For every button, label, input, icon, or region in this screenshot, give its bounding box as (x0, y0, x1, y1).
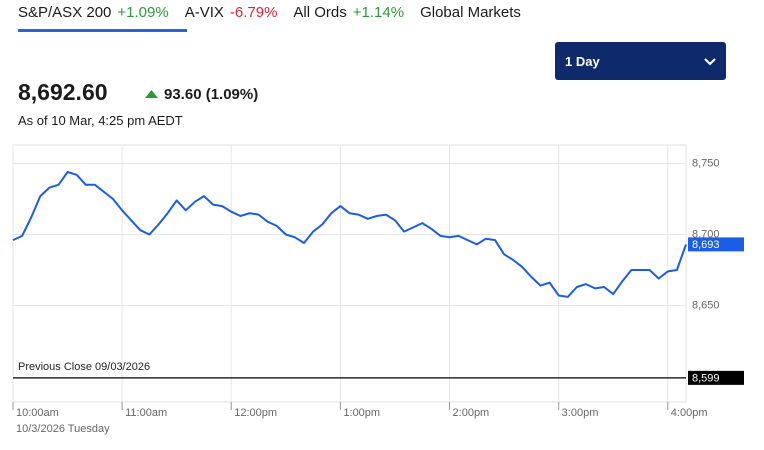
x-tick-label: 1:00pm (343, 407, 380, 419)
range-dropdown[interactable]: 1 Day (555, 42, 726, 80)
tab[interactable]: S&P/ASX 200 (18, 4, 112, 21)
range-label: 1 Day (565, 54, 600, 69)
y-tick-label: 8,650 (692, 299, 720, 311)
y-tick-label: 8,700 (692, 228, 720, 240)
x-tick-label: 10:00am (16, 407, 59, 419)
as-of: As of 10 Mar, 4:25 pm AEDT (18, 113, 183, 128)
x-tick-label: 12:00pm (234, 407, 277, 419)
previous-close-text: Previous Close 09/03/2026 (18, 361, 150, 373)
tab[interactable]: A-VIX (184, 4, 224, 21)
previous-close-badge (688, 370, 744, 385)
change-text: 93.60 (1.09%) (164, 86, 259, 103)
y-tick-label: 8,750 (692, 157, 720, 169)
tab[interactable]: Global Markets (420, 4, 521, 21)
up-arrow (145, 90, 158, 98)
price-line (12, 171, 687, 298)
date-label: 10/3/2026 Tuesday (16, 423, 110, 435)
tab-change[interactable]: +1.09% (117, 4, 169, 21)
active-tab-underline (18, 29, 187, 32)
x-tick-label: 4:00pm (671, 407, 708, 419)
x-tick-label: 3:00pm (562, 407, 599, 419)
chevron (704, 58, 716, 66)
previous-close-label: 8,599 (692, 372, 720, 384)
price: 8,692.60 (18, 79, 108, 105)
last-value-label: 8,693 (692, 239, 720, 251)
tab-change[interactable]: -6.79% (229, 4, 278, 21)
last-value-badge (688, 237, 744, 252)
tab[interactable]: All Ords (293, 4, 347, 21)
x-tick-label: 11:00am (125, 407, 167, 419)
tab-change[interactable]: +1.14% (352, 4, 405, 21)
tabs: S&P/ASX 200 +1.09% A-VIX -6.79% All Ords +1.1… (18, 4, 527, 21)
x-tick-label: 2:00pm (453, 407, 490, 419)
price-change: 93.60 (1.09%) (145, 86, 258, 103)
